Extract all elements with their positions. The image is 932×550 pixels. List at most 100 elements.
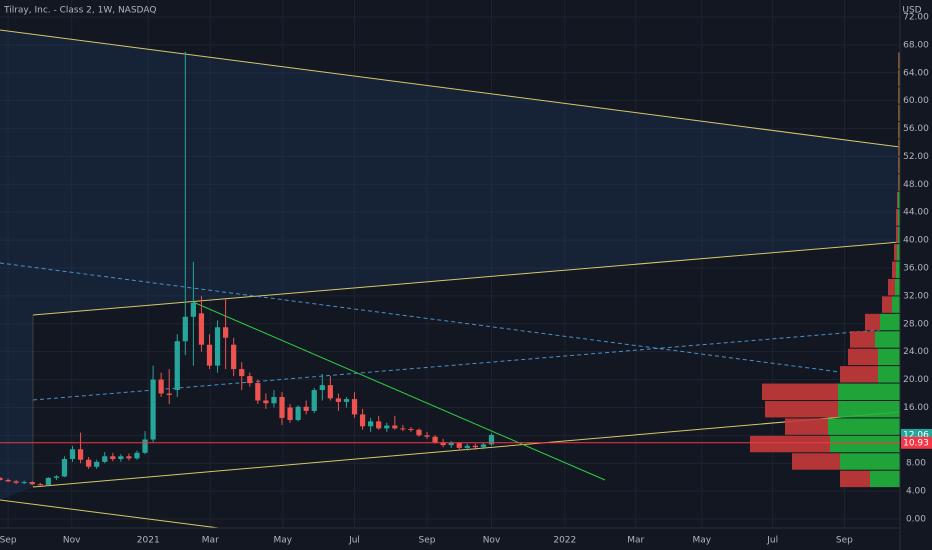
candle-body — [166, 393, 172, 395]
trend-line — [32, 241, 901, 316]
profile-up — [878, 366, 900, 383]
candle-body — [448, 443, 454, 446]
x-tick-label: Sep — [0, 536, 17, 546]
candle-body — [480, 444, 487, 448]
candle-body — [384, 425, 390, 429]
x-tick-label: 2022 — [553, 536, 576, 546]
trend-line — [0, 499, 251, 533]
y-tick-label: 64.00 — [903, 68, 929, 78]
time-axis — [0, 528, 932, 550]
price-label: 10.93 — [903, 438, 929, 448]
candle-body — [263, 400, 269, 404]
profile-down — [865, 313, 880, 331]
profile-down — [765, 400, 838, 418]
candle-body — [158, 379, 164, 394]
y-tick-label: 68.00 — [903, 40, 929, 50]
candle-body — [150, 379, 156, 440]
candle-body — [0, 477, 3, 480]
profile-down — [896, 209, 898, 226]
candle-body — [69, 449, 76, 460]
candle-body — [118, 456, 124, 460]
profile-up — [897, 244, 900, 261]
profile-down — [762, 383, 838, 400]
candle-body — [29, 482, 35, 485]
profile-down — [897, 191, 898, 209]
x-tick-label: Sep — [836, 536, 853, 546]
candle-body — [376, 421, 382, 429]
profile-down — [850, 331, 875, 348]
candles — [0, 51, 495, 486]
profile-down — [898, 174, 899, 191]
y-tick-label: 48.00 — [903, 180, 929, 190]
candle-body — [102, 456, 108, 462]
candle-body — [5, 479, 11, 482]
x-tick-label: Nov — [63, 536, 81, 546]
y-tick-label: 52.00 — [903, 152, 929, 162]
candle-body — [408, 429, 414, 431]
profile-down — [898, 52, 899, 69]
candle-body — [190, 302, 196, 317]
profile-down — [896, 226, 898, 244]
candle-body — [416, 429, 422, 436]
candle-body — [464, 445, 470, 448]
profile-down — [898, 87, 899, 104]
price-label: 12.06 — [903, 430, 929, 440]
candle-body — [440, 442, 446, 446]
y-tick-label: 20.00 — [903, 375, 929, 385]
channel-fill — [0, 30, 900, 500]
profile-down — [785, 418, 828, 435]
profile-down — [898, 139, 899, 156]
profile-down — [840, 366, 878, 383]
candle-body — [142, 439, 148, 453]
candle-body — [472, 445, 478, 448]
y-tick-label: 36.00 — [903, 264, 929, 274]
profile-up — [838, 383, 900, 400]
y-tick-label: 44.00 — [903, 208, 929, 218]
trend-line — [32, 411, 901, 488]
y-tick-label: 32.00 — [903, 291, 929, 301]
profile-down — [898, 122, 899, 139]
candle-body — [392, 425, 398, 429]
profile-up — [898, 209, 900, 226]
profile-down — [848, 348, 878, 366]
candle-body — [335, 398, 342, 402]
y-tick-label: 24.00 — [903, 347, 929, 357]
profile-up — [878, 348, 900, 366]
profile-up — [838, 400, 900, 418]
x-tick-label: May — [274, 536, 293, 546]
y-tick-label: 56.00 — [903, 124, 929, 134]
candle-body — [222, 327, 229, 338]
candle-body — [239, 369, 245, 377]
profile-up — [892, 296, 900, 313]
candle-body — [368, 421, 374, 427]
profile-up — [880, 313, 900, 331]
candle-body — [206, 344, 213, 366]
chart-title: Tilray, Inc. - Class 2, 1W, NASDAQ — [3, 6, 156, 16]
y-tick-label: 28.00 — [903, 319, 929, 329]
candle-body — [295, 406, 301, 421]
trend-line — [0, 29, 901, 148]
x-tick-label: 2021 — [137, 536, 160, 546]
x-tick-label: Mar — [627, 536, 644, 546]
x-tick-label: Sep — [419, 536, 436, 546]
profile-down — [840, 470, 870, 488]
profile-up — [898, 226, 900, 244]
profile-up — [895, 278, 900, 296]
candle-body — [255, 383, 261, 401]
profile-down — [898, 156, 899, 174]
x-tick-label: May — [692, 536, 711, 546]
profile-up — [840, 453, 900, 470]
candle-body — [343, 399, 350, 402]
x-tick-label: Mar — [202, 536, 219, 546]
y-tick-label: 60.00 — [903, 96, 929, 106]
volume-profile — [750, 52, 900, 488]
candle-body — [77, 449, 84, 460]
candle-body — [134, 452, 140, 459]
profile-up — [898, 191, 900, 209]
drawings — [0, 29, 901, 533]
candle-body — [327, 385, 333, 399]
y-tick-label: 16.00 — [903, 403, 929, 413]
profile-down — [792, 453, 840, 470]
candle-body — [126, 456, 132, 459]
candle-body — [198, 313, 205, 345]
